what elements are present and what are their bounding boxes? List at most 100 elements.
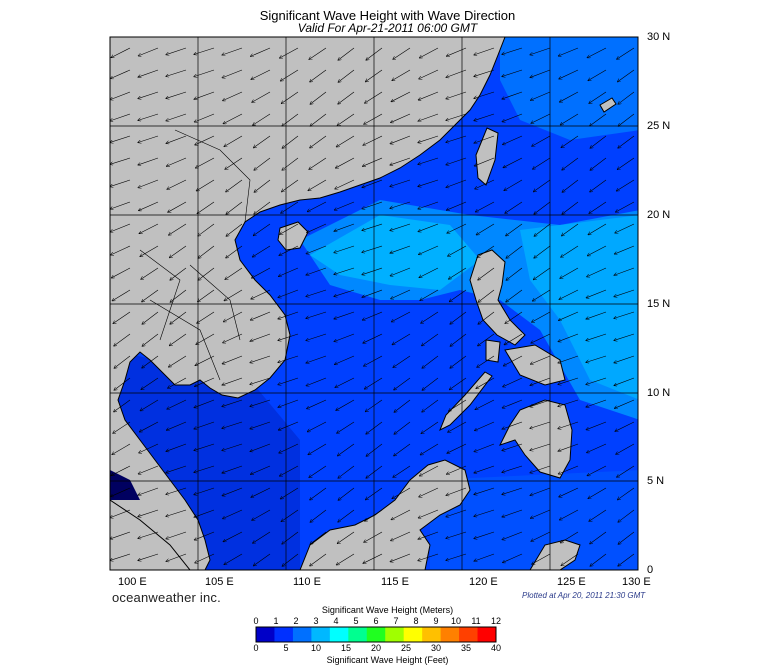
wave-arrow [142,355,159,368]
wave-arrow [618,509,635,522]
wave-arrow [391,531,411,541]
wave-arrow [280,465,299,476]
wave-arrow [589,509,607,521]
wave-arrow [560,531,579,543]
wave-arrow [618,91,635,104]
wave-arrow [280,47,299,58]
wave-arrow [392,333,411,345]
wave-arrow [586,289,607,298]
wave-arrow [418,531,439,539]
wave-arrow [114,355,131,368]
wave-arrow [166,465,187,473]
wave-arrow [223,509,243,519]
wave-arrow [224,135,243,147]
wave-arrow [447,465,467,474]
wave-arrow [334,311,355,319]
wave-arrow [197,201,215,213]
brand-logo: oceanweather inc. [112,590,221,605]
wave-arrow [618,487,635,500]
wave-arrow [617,465,635,477]
colorbar-segment [329,627,349,642]
wave-arrow [167,157,187,166]
wave-arrow [250,421,271,429]
wave-arrow [138,553,159,560]
wave-arrow [166,421,187,430]
wave-arrow [558,465,579,474]
colorbar-border [255,626,497,643]
wave-arrow [446,509,467,517]
wave-arrow [334,333,355,342]
wave-arrow [449,289,467,302]
wave-arrow [278,421,299,430]
wave-arrow [614,377,635,385]
wave-arrow [391,311,411,322]
wave-arrow [170,267,187,280]
wave-arrow [589,201,607,213]
wave-arrow [114,377,131,390]
land-mindoro [485,339,501,363]
wave-arrow [195,377,215,386]
wave-arrow [335,355,355,364]
wave-arrow [390,157,411,165]
wave-arrow [532,135,551,146]
wave-arrow [475,421,495,431]
wave-arrow [502,509,523,517]
colorbar-meters-tick: 2 [293,616,299,626]
wave-arrow [167,399,187,409]
wave-arrow [590,531,607,544]
wave-arrow [590,135,607,148]
wave-arrow [419,267,439,277]
wave-arrow [393,47,411,59]
wave-arrow [364,113,383,124]
land-hainan [277,221,309,251]
wave-arrow [366,47,383,60]
wave-arrow [558,399,579,406]
wave-arrow [418,113,439,121]
wave-arrow [194,531,215,540]
wave-arrow [448,421,467,432]
wave-arrow [336,399,355,410]
wave-arrow [338,487,355,500]
colorbar-meters-tick: 3 [313,616,319,626]
land-luzon [469,249,526,346]
wave-arrow [446,113,467,120]
wave-arrow [168,377,187,388]
wave-arrow [558,377,579,384]
wave-arrow [307,421,327,432]
wave-arrow [474,69,495,76]
wave-arrow [254,179,271,192]
colorbar [255,626,497,643]
wave-arrow [450,355,467,368]
wave-arrow [614,311,635,318]
colorbar-segment [459,627,479,642]
wave-arrow [393,355,411,367]
wave-arrow [559,311,579,320]
wave-arrow [366,465,383,478]
wave-arrow [138,113,159,120]
wave-arrow [279,245,299,255]
wave-arrow [502,487,523,494]
colorbar-meters-title: Significant Wave Height (Meters) [321,605,454,615]
wave-arrow [166,113,187,121]
wave-arrow [363,157,383,166]
wave-arrow [223,91,243,101]
wave-arrow [586,311,607,319]
wave-arrow [420,465,439,476]
wave-arrow [306,267,327,275]
wave-arrow [194,509,215,517]
wave-arrow [503,135,523,145]
wave-arrow [252,509,271,520]
wave-arrow [530,421,551,428]
wave-arrow [309,47,327,59]
wave-arrow [166,47,187,55]
wave-arrow [615,421,635,431]
wave-arrow [390,553,411,562]
wave-arrow [278,333,299,340]
wave-arrow [531,531,551,541]
wave-arrow [307,223,327,233]
wave-arrow [198,245,215,258]
wave-arrow [449,399,467,411]
colorbar-segment [292,627,312,642]
wave-arrow [310,509,327,522]
